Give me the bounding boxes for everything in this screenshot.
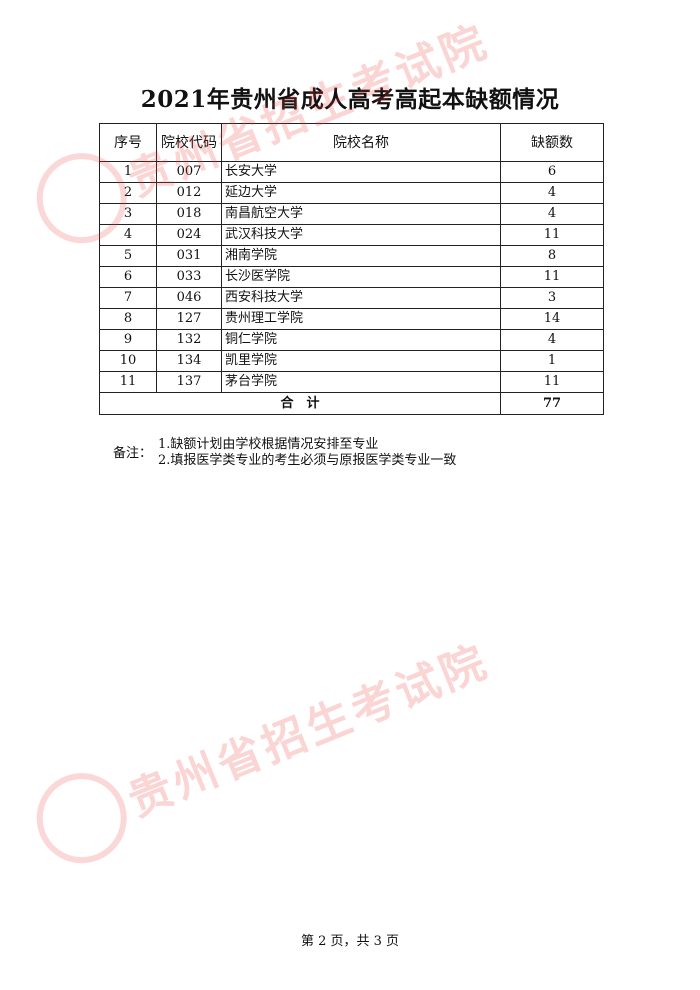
table-row: 11 137 茅台学院 11 <box>99 371 604 393</box>
school-code: 007 <box>156 161 222 183</box>
notes-label: 备注： <box>113 446 153 461</box>
school-code: 046 <box>156 287 222 309</box>
vacancy-count: 4 <box>500 182 604 204</box>
vacancy-count: 6 <box>500 161 604 183</box>
school-name: 长安大学 <box>221 161 501 183</box>
table-row: 6 033 长沙医学院 11 <box>99 266 604 288</box>
watermark-stamp: 贵州省招生考试院 <box>23 613 502 877</box>
school-code: 024 <box>156 224 222 246</box>
vacancy-count: 11 <box>500 371 604 393</box>
total-row: 合 计 77 <box>99 392 604 415</box>
table-row: 7 046 西安科技大学 3 <box>99 287 604 309</box>
school-name: 南昌航空大学 <box>221 203 501 225</box>
note-item: 2.填报医学类专业的考生必须与原报医学类专业一致 <box>158 453 457 468</box>
header-index: 序号 <box>99 123 157 162</box>
row-index: 5 <box>99 245 157 267</box>
vacancy-count: 1 <box>500 350 604 372</box>
school-code: 132 <box>156 329 222 351</box>
note-item: 1.缺额计划由学校根据情况安排至专业 <box>158 437 379 452</box>
header-code: 院校代码 <box>156 123 222 162</box>
school-name: 茅台学院 <box>221 371 501 393</box>
school-name: 铜仁学院 <box>221 329 501 351</box>
table-row: 10 134 凯里学院 1 <box>99 350 604 372</box>
school-code: 134 <box>156 350 222 372</box>
school-code: 018 <box>156 203 222 225</box>
school-name: 湘南学院 <box>221 245 501 267</box>
row-index: 4 <box>99 224 157 246</box>
watermark-text: 贵州省招生考试院 <box>121 635 497 827</box>
vacancy-count: 11 <box>500 266 604 288</box>
row-index: 1 <box>99 161 157 183</box>
table-row: 9 132 铜仁学院 4 <box>99 329 604 351</box>
vacancy-table: 序号 院校代码 院校名称 缺额数 1 007 长安大学 6 2 012 延边大学 4 3 018 南… <box>99 123 604 415</box>
school-code: 031 <box>156 245 222 267</box>
vacancy-count: 11 <box>500 224 604 246</box>
table-row: 5 031 湘南学院 8 <box>99 245 604 267</box>
row-index: 9 <box>99 329 157 351</box>
school-code: 033 <box>156 266 222 288</box>
total-value: 77 <box>500 392 604 415</box>
school-name: 贵州理工学院 <box>221 308 501 330</box>
page-number: 第 2 页，共 3 页 <box>300 934 400 949</box>
table-row: 3 018 南昌航空大学 4 <box>99 203 604 225</box>
total-label: 合 计 <box>99 392 501 415</box>
row-index: 11 <box>99 371 157 393</box>
school-code: 012 <box>156 182 222 204</box>
row-index: 2 <box>99 182 157 204</box>
school-name: 延边大学 <box>221 182 501 204</box>
table-row: 8 127 贵州理工学院 14 <box>99 308 604 330</box>
seal-icon <box>23 759 141 877</box>
row-index: 6 <box>99 266 157 288</box>
table-row: 2 012 延边大学 4 <box>99 182 604 204</box>
header-name: 院校名称 <box>221 123 501 162</box>
row-index: 3 <box>99 203 157 225</box>
row-index: 10 <box>99 350 157 372</box>
vacancy-count: 14 <box>500 308 604 330</box>
school-name: 长沙医学院 <box>221 266 501 288</box>
row-index: 8 <box>99 308 157 330</box>
school-name: 武汉科技大学 <box>221 224 501 246</box>
row-index: 7 <box>99 287 157 309</box>
table-header-row: 序号 院校代码 院校名称 缺额数 <box>99 123 604 162</box>
vacancy-count: 3 <box>500 287 604 309</box>
school-code: 127 <box>156 308 222 330</box>
vacancy-count: 4 <box>500 203 604 225</box>
school-code: 137 <box>156 371 222 393</box>
vacancy-count: 4 <box>500 329 604 351</box>
table-row: 4 024 武汉科技大学 11 <box>99 224 604 246</box>
table-row: 1 007 长安大学 6 <box>99 161 604 183</box>
school-name: 凯里学院 <box>221 350 501 372</box>
header-vacancies: 缺额数 <box>500 123 604 162</box>
page-title: 2021年贵州省成人高考高起本缺额情况 <box>140 86 560 113</box>
school-name: 西安科技大学 <box>221 287 501 309</box>
vacancy-count: 8 <box>500 245 604 267</box>
